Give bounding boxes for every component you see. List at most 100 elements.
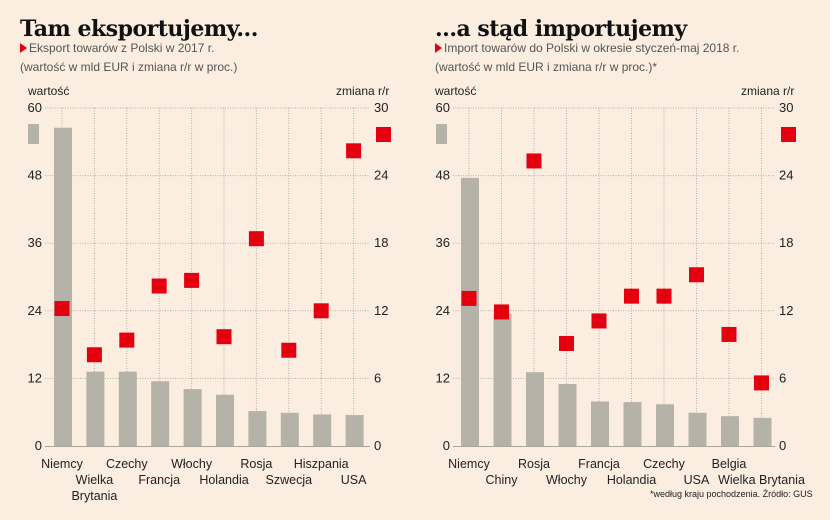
point-rosja [526, 153, 542, 169]
category-label: Wielka [76, 473, 114, 487]
bar-holandia [623, 402, 642, 446]
right-axis-tick-label: 12 [779, 303, 793, 318]
point-szwecja [281, 342, 297, 358]
category-label: Czechy [643, 457, 685, 471]
import-chart-panel: ...a stąd importujemy Import towarów do … [415, 0, 830, 520]
left-axis-tick-label: 60 [28, 100, 42, 115]
left-axis-tick-label: 12 [28, 370, 42, 385]
category-label: Szwecja [266, 473, 313, 487]
point-hiszpania [313, 303, 329, 319]
category-label: Chiny [486, 473, 519, 487]
bar-czechy [656, 404, 674, 446]
bar-francja [151, 381, 170, 446]
left-axis-tick-label: 48 [436, 168, 450, 183]
point-usa [346, 143, 362, 159]
right-axis-tick-label: 6 [779, 370, 786, 385]
point-holandia [216, 329, 232, 345]
triangle-bullet-icon [435, 43, 442, 53]
bar-chiny [493, 313, 512, 446]
export-right-axis-label: zmiana r/r [336, 84, 390, 98]
bar-szwecja [280, 412, 299, 446]
category-label: USA [341, 473, 367, 487]
legend-point-key [781, 127, 796, 142]
point-czechy [119, 332, 135, 348]
bar-belgia [721, 416, 739, 446]
category-label: Brytania [71, 489, 117, 503]
export-chart-subtitle: Eksport towarów z Polski w 2017 r. [20, 41, 214, 55]
bar-hiszpania [313, 414, 332, 446]
category-label: Belgia [712, 457, 747, 471]
left-axis-tick-label: 36 [436, 235, 450, 250]
category-label: USA [684, 473, 710, 487]
category-label: Francja [578, 457, 620, 471]
category-label: Czechy [106, 457, 148, 471]
right-axis-tick-label: 18 [374, 235, 388, 250]
import-chart-subtitle-units: (wartość w mld EUR i zmiana r/r w proc.)… [435, 60, 658, 74]
point-belgia [721, 326, 737, 342]
category-label: Rosja [518, 457, 550, 471]
right-axis-tick-label: 18 [779, 235, 793, 250]
right-axis-tick-label: 24 [779, 168, 793, 183]
bar-włochy [558, 384, 577, 446]
right-axis-tick-label: 0 [374, 438, 381, 453]
import-chart-title: ...a stąd importujemy [435, 16, 687, 42]
left-axis-tick-label: 60 [436, 100, 450, 115]
right-axis-tick-label: 24 [374, 168, 388, 183]
category-label: Włochy [546, 473, 588, 487]
bar-holandia [216, 394, 234, 446]
point-francja [151, 278, 167, 294]
category-label: Holandia [607, 473, 656, 487]
point-czechy [656, 288, 672, 304]
bar-wielka-brytania [86, 371, 105, 446]
category-label: Holandia [199, 473, 248, 487]
export-chart-title: Tam eksportujemy... [20, 16, 258, 42]
point-włochy [559, 335, 574, 351]
import-left-axis-label: wartość [435, 84, 477, 98]
left-axis-tick-label: 36 [28, 235, 42, 250]
point-włochy [184, 272, 200, 288]
left-axis-tick-label: 24 [28, 303, 42, 318]
left-axis-tick-label: 24 [436, 303, 450, 318]
import-chart-subtitle: Import towarów do Polski w okresie stycz… [435, 41, 739, 55]
point-francja [591, 313, 607, 329]
bar-francja [591, 401, 609, 446]
export-chart-panel: Tam eksportujemy... Eksport towarów z Po… [20, 16, 391, 503]
category-label: Wielka Brytania [718, 473, 805, 487]
right-axis-tick-label: 6 [374, 370, 381, 385]
category-label: Niemcy [41, 457, 83, 471]
category-label: Hiszpania [294, 457, 349, 471]
footnote: *według kraju pochodzenia. Źródło: GUS [650, 489, 813, 499]
export-chart-subtitle-units: (wartość w mld EUR i zmiana r/r w proc.) [20, 60, 238, 74]
bar-włochy [183, 389, 202, 446]
import-right-axis-label: zmiana r/r [741, 84, 795, 98]
legend-point-key [376, 127, 391, 142]
category-label: Włochy [171, 457, 213, 471]
left-axis-tick-label: 48 [28, 168, 42, 183]
left-axis-tick-label: 0 [443, 438, 450, 453]
point-niemcy [461, 290, 477, 306]
point-holandia [624, 288, 639, 304]
category-label: Niemcy [448, 457, 490, 471]
point-usa [689, 267, 704, 283]
import-chart-plot: 0 12 24 36 48 60 0 6 12 18 24 30 Niemcy Chiny Rosja Wło… [436, 100, 805, 487]
legend-bar-key [436, 124, 447, 144]
point-niemcy [54, 301, 70, 317]
bar-usa [345, 415, 364, 446]
bar-niemcy [461, 177, 479, 446]
point-wielka-brytania [86, 347, 102, 363]
triangle-bullet-icon [20, 43, 27, 53]
bar-rosja [526, 372, 544, 446]
right-axis-tick-label: 12 [374, 303, 388, 318]
bar-rosja [248, 411, 267, 446]
bar-niemcy [54, 127, 72, 446]
bar-usa [688, 412, 707, 446]
point-chiny [494, 304, 509, 320]
export-left-axis-label: wartość [28, 84, 70, 98]
right-axis-tick-label: 0 [779, 438, 786, 453]
left-axis-tick-label: 12 [436, 370, 450, 385]
point-wielka-brytania [754, 375, 769, 391]
left-axis-tick-label: 0 [35, 438, 42, 453]
import-subtitle-text: Import towarów do Polski w okresie stycz… [444, 41, 740, 55]
bar-wielka-brytania [753, 417, 772, 446]
category-label: Rosja [240, 457, 272, 471]
